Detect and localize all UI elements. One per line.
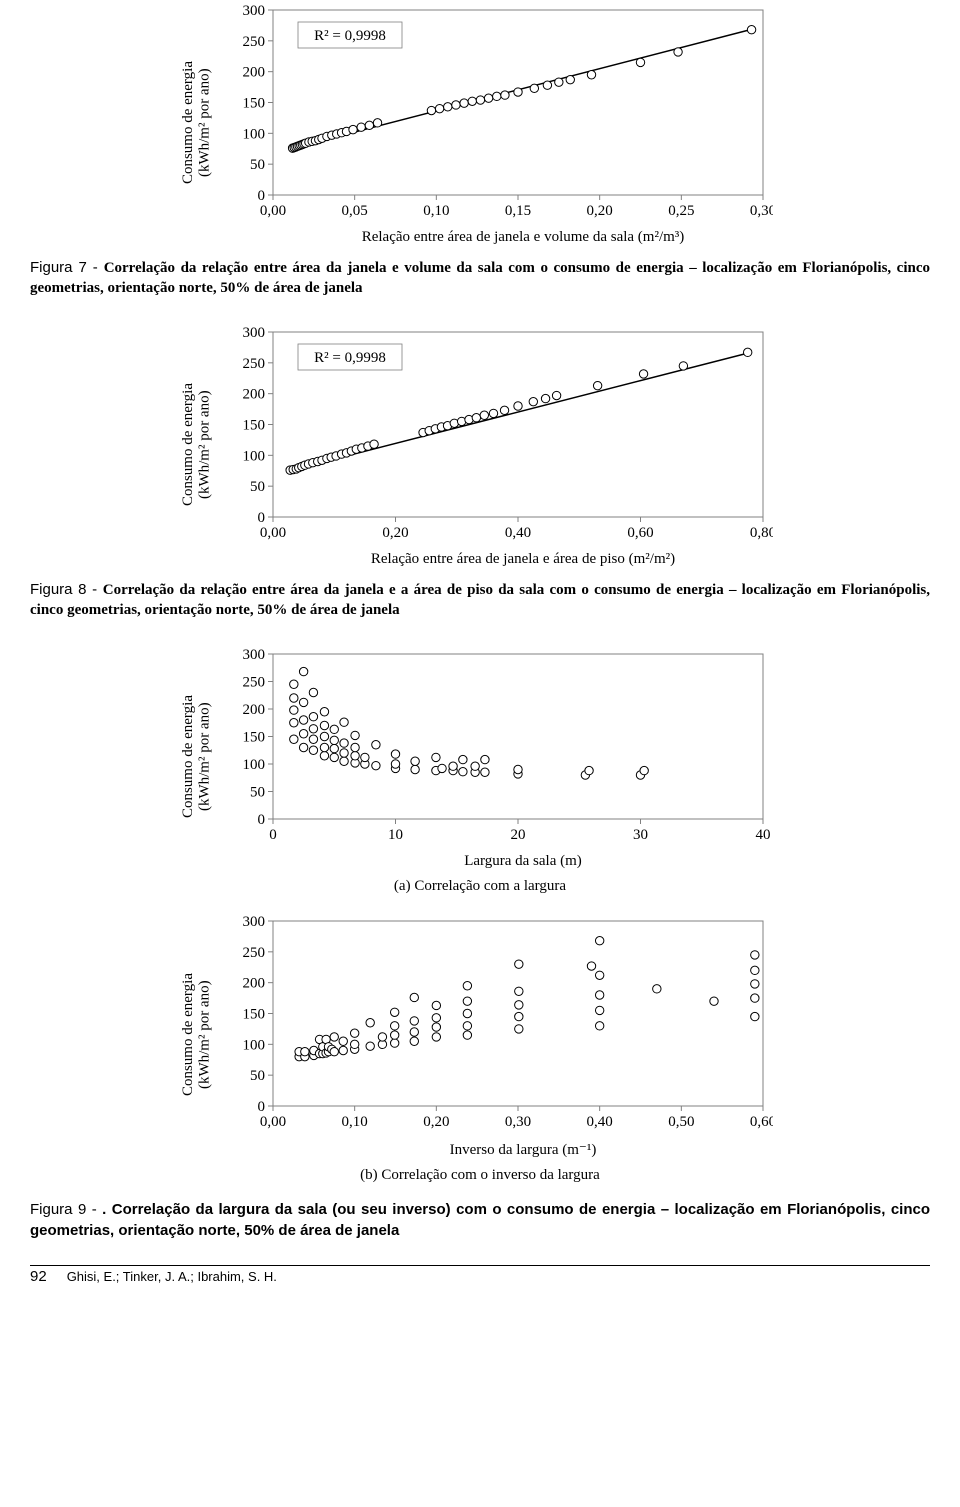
sub-caption-b: (b) Correlação com o inverso da largura	[30, 1167, 930, 1184]
svg-text:0,00: 0,00	[260, 203, 286, 219]
chart-2-block: Consumo de energia (kWh/m² por ano) 0 50 1…	[180, 322, 930, 568]
svg-text:200: 200	[243, 65, 266, 81]
chart-1-ylabel-wrap: Consumo de energia (kWh/m² por ano)	[180, 61, 213, 184]
svg-text:10: 10	[388, 827, 403, 843]
svg-text:300: 300	[243, 325, 266, 341]
svg-text:R² = 0,9998: R² = 0,9998	[314, 350, 386, 366]
chart-1-xlabel: Relação entre área de janela e volume da…	[213, 229, 773, 246]
svg-text:0,40: 0,40	[505, 525, 531, 541]
chart-1: 0 50 100 150 200 250 300 0,00 0,05 0,10 0,15 0,20 0,…	[213, 0, 773, 246]
svg-text:50: 50	[250, 479, 265, 495]
chart-3-block: Consumo de energia (kWh/m² por ano) 0 50 1…	[180, 644, 930, 870]
svg-text:100: 100	[243, 126, 266, 142]
svg-text:0,10: 0,10	[342, 1114, 368, 1130]
svg-text:0,25: 0,25	[668, 203, 694, 219]
footer-authors: Ghisi, E.; Tinker, J. A.; Ibrahim, S. H.	[67, 1269, 277, 1284]
svg-text:0,20: 0,20	[587, 203, 613, 219]
chart-1-ylabel: Consumo de energia (kWh/m² por ano)	[180, 61, 213, 184]
svg-text:0,60: 0,60	[750, 1114, 773, 1130]
page-number: 92	[30, 1268, 47, 1285]
svg-text:100: 100	[243, 757, 266, 773]
svg-text:100: 100	[243, 1037, 266, 1053]
svg-text:R² = 0,9998: R² = 0,9998	[314, 28, 386, 44]
svg-text:0,80: 0,80	[750, 525, 773, 541]
chart-4-ylabel-wrap: Consumo de energia (kWh/m² por ano)	[180, 973, 213, 1096]
svg-text:0,30: 0,30	[505, 1114, 531, 1130]
chart-4-xlabel: Inverso da largura (m⁻¹)	[213, 1140, 773, 1159]
figure-9-text: . Correlação da largura da sala (ou seu …	[30, 1201, 930, 1239]
svg-text:0,00: 0,00	[260, 525, 286, 541]
chart-2-xlabel: Relação entre área de janela e área de p…	[213, 551, 773, 568]
figure-8-text: Correlação da relação entre área da jane…	[30, 582, 930, 618]
svg-text:150: 150	[243, 730, 266, 746]
svg-text:150: 150	[243, 96, 266, 112]
figure-7-caption: Figura 7 - Correlação da relação entre á…	[30, 258, 930, 298]
svg-text:300: 300	[243, 3, 266, 19]
svg-text:300: 300	[243, 647, 266, 663]
svg-text:40: 40	[756, 827, 771, 843]
figure-9-label: Figura 9 -	[30, 1201, 102, 1218]
svg-text:0,60: 0,60	[627, 525, 653, 541]
svg-text:0,15: 0,15	[505, 203, 531, 219]
svg-text:200: 200	[243, 387, 266, 403]
svg-text:20: 20	[511, 827, 526, 843]
svg-text:200: 200	[243, 976, 266, 992]
svg-text:0,20: 0,20	[423, 1114, 449, 1130]
svg-text:200: 200	[243, 702, 266, 718]
svg-text:0: 0	[269, 827, 277, 843]
chart-3-xlabel: Largura da sala (m)	[213, 853, 773, 870]
figure-7-label: Figura 7 -	[30, 259, 104, 276]
chart-4: 0 50 100 150 200 250 300 0,00 0,10 0,20 0,30 0,40 0,…	[213, 911, 773, 1159]
svg-text:0,20: 0,20	[382, 525, 408, 541]
svg-text:30: 30	[633, 827, 648, 843]
svg-text:150: 150	[243, 1007, 266, 1023]
svg-text:50: 50	[250, 157, 265, 173]
figure-8-label: Figura 8 -	[30, 581, 103, 598]
svg-text:50: 50	[250, 785, 265, 801]
chart-4-ylabel: Consumo de energia (kWh/m² por ano)	[180, 973, 213, 1096]
svg-text:0,00: 0,00	[260, 1114, 286, 1130]
chart-3-ylabel-wrap: Consumo de energia (kWh/m² por ano)	[180, 695, 213, 818]
chart-2-ylabel-wrap: Consumo de energia (kWh/m² por ano)	[180, 383, 213, 506]
figure-9-caption: Figura 9 - . Correlação da largura da sa…	[30, 1200, 930, 1241]
chart-3-ylabel: Consumo de energia (kWh/m² por ano)	[180, 695, 213, 818]
svg-text:0: 0	[258, 1099, 266, 1115]
figure-7-text: Correlação da relação entre área da jane…	[30, 260, 930, 296]
svg-text:0,05: 0,05	[342, 203, 368, 219]
page-footer: 92 Ghisi, E.; Tinker, J. A.; Ibrahim, S.…	[30, 1265, 930, 1285]
chart-2-ylabel: Consumo de energia (kWh/m² por ano)	[180, 383, 213, 506]
chart-4-block: Consumo de energia (kWh/m² por ano) 0 50 1…	[180, 911, 930, 1159]
chart-1-block: Consumo de energia (kWh/m² por ano) 0 50 1…	[180, 0, 930, 246]
svg-text:100: 100	[243, 448, 266, 464]
figure-8-caption: Figura 8 - Correlação da relação entre á…	[30, 580, 930, 620]
svg-text:150: 150	[243, 418, 266, 434]
svg-text:50: 50	[250, 1068, 265, 1084]
svg-text:250: 250	[243, 675, 266, 691]
svg-text:250: 250	[243, 34, 266, 50]
svg-text:250: 250	[243, 356, 266, 372]
svg-text:0,40: 0,40	[587, 1114, 613, 1130]
svg-text:0,30: 0,30	[750, 203, 773, 219]
chart-3: 0 50 100 150 200 250 300 0 10 20 30 40 Largura da s…	[213, 644, 773, 870]
svg-text:300: 300	[243, 914, 266, 930]
svg-text:250: 250	[243, 945, 266, 961]
sub-caption-a: (a) Correlação com a largura	[30, 878, 930, 895]
svg-text:0,50: 0,50	[668, 1114, 694, 1130]
svg-text:0,10: 0,10	[423, 203, 449, 219]
svg-text:0: 0	[258, 812, 266, 828]
svg-text:0: 0	[258, 188, 266, 204]
svg-text:0: 0	[258, 510, 266, 526]
chart-2: 0 50 100 150 200 250 300 0,00 0,20 0,40 0,60 0,80 R²…	[213, 322, 773, 568]
